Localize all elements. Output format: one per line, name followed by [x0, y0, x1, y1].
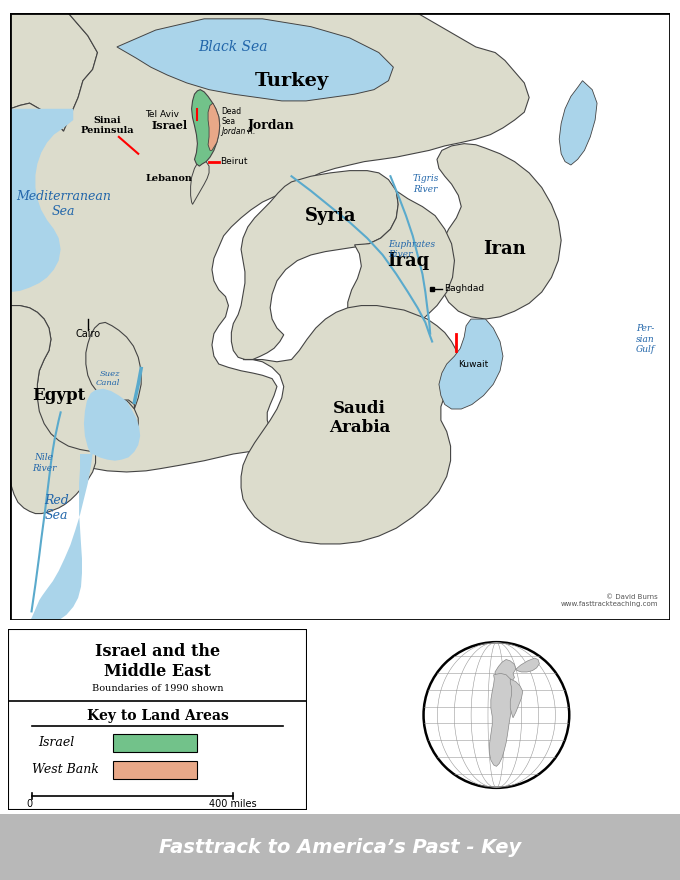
Text: Israel: Israel [152, 121, 188, 131]
Text: Saudi
Arabia: Saudi Arabia [328, 400, 390, 436]
Text: Turkey: Turkey [254, 71, 328, 90]
Polygon shape [559, 81, 597, 165]
Text: Kuwait: Kuwait [458, 360, 489, 369]
Polygon shape [510, 679, 523, 718]
Text: Red
Sea: Red Sea [44, 494, 69, 522]
Polygon shape [241, 305, 458, 544]
Polygon shape [190, 159, 209, 204]
Polygon shape [208, 103, 220, 150]
Polygon shape [231, 171, 398, 360]
Polygon shape [10, 13, 529, 472]
Polygon shape [30, 454, 92, 620]
Bar [113, 734, 197, 752]
Polygon shape [10, 109, 73, 305]
Polygon shape [10, 305, 138, 514]
Polygon shape [439, 319, 503, 409]
Text: West Bank: West Bank [32, 764, 99, 776]
Text: Dead
Sea: Dead Sea [222, 107, 242, 127]
Text: Suez
Canal: Suez Canal [95, 370, 120, 387]
Text: Nile
River: Nile River [32, 453, 56, 473]
Text: Iraq: Iraq [387, 252, 429, 269]
Polygon shape [84, 389, 140, 461]
Text: Boundaries of 1990 shown: Boundaries of 1990 shown [92, 685, 224, 693]
Text: Lebanon: Lebanon [146, 174, 192, 183]
Text: Black Sea: Black Sea [199, 40, 268, 54]
Polygon shape [192, 90, 220, 166]
Circle shape [424, 642, 569, 788]
Text: Per-
sian
Gulf: Per- sian Gulf [636, 325, 655, 354]
Text: Tigris
River: Tigris River [413, 174, 439, 194]
Text: Syria: Syria [305, 207, 356, 224]
Text: Baghdad: Baghdad [444, 284, 484, 293]
Polygon shape [117, 18, 393, 101]
Text: Cairo: Cairo [75, 328, 101, 339]
Text: 400 miles: 400 miles [209, 799, 256, 810]
Text: Beirut: Beirut [220, 158, 248, 166]
Polygon shape [495, 659, 516, 684]
Text: 0: 0 [26, 799, 32, 810]
Polygon shape [347, 191, 454, 340]
Bar [113, 761, 197, 779]
Text: Iran: Iran [483, 240, 526, 259]
Polygon shape [490, 673, 515, 766]
Text: Key to Land Areas: Key to Land Areas [87, 708, 228, 722]
Polygon shape [10, 13, 97, 131]
Text: Egypt: Egypt [32, 387, 85, 404]
Text: Israel and the
Middle East: Israel and the Middle East [95, 643, 220, 680]
Text: Euphrates
River: Euphrates River [388, 239, 436, 259]
Text: Israel: Israel [38, 737, 74, 750]
Polygon shape [86, 322, 141, 409]
Text: Jordan: Jordan [248, 119, 294, 132]
Text: Sinai
Peninsula: Sinai Peninsula [80, 116, 134, 136]
Text: © David Burns
www.fasttrackteaching.com: © David Burns www.fasttrackteaching.com [560, 594, 658, 607]
Text: Jordan R.: Jordan R. [222, 127, 256, 136]
Text: Tel Aviv: Tel Aviv [145, 110, 179, 119]
Text: Fasttrack to America’s Past - Key: Fasttrack to America’s Past - Key [159, 838, 521, 856]
Polygon shape [437, 143, 561, 319]
Text: Mediterranean
Sea: Mediterranean Sea [16, 190, 111, 218]
Polygon shape [516, 658, 539, 672]
